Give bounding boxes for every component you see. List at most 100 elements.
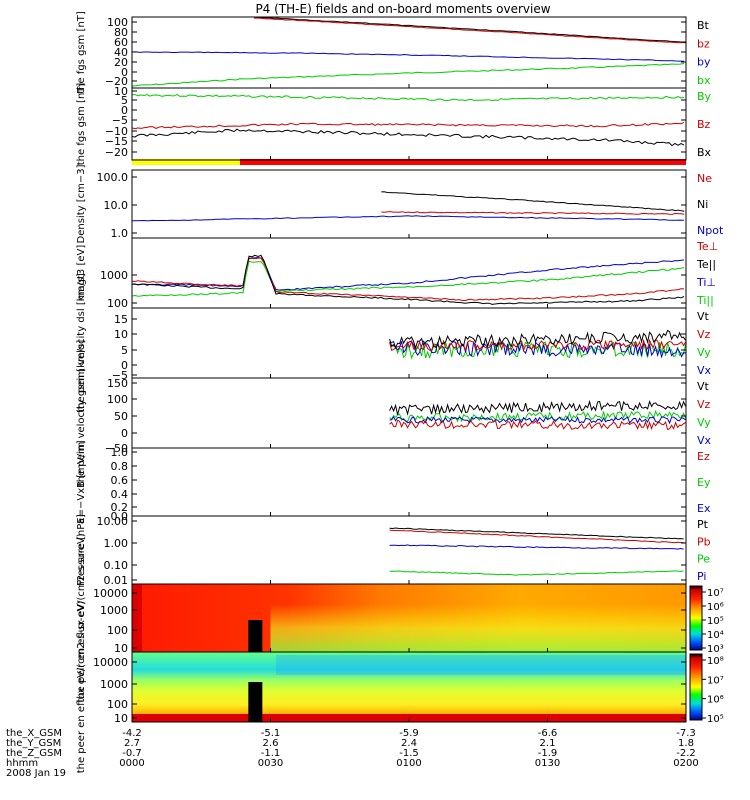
y-tick-label: 0.01 (104, 574, 129, 587)
trace-by (131, 51, 685, 62)
y-tick-label: −15 (105, 135, 128, 148)
y-tick-label: 5 (121, 344, 128, 357)
y-tick-label: 0 (121, 66, 128, 79)
spectrogram-ion-low-energy (270, 604, 686, 652)
legend-entry: Vx (697, 434, 712, 447)
color-bar-label: 10⁸ (707, 656, 724, 667)
x-annotation-value: -6.6 (538, 728, 558, 739)
y-tick-label: 0 (121, 104, 128, 117)
y-tick-label: 1000 (100, 269, 128, 282)
legend-entry: Ti⊥ (696, 276, 716, 289)
x-annotation-value: -2.2 (676, 748, 696, 759)
legend-entry: Te⊥ (696, 240, 718, 253)
x-annotation-value: 0000 (119, 758, 144, 769)
trace-Npot (132, 215, 685, 222)
legend-entry: Bt (697, 19, 710, 32)
legend-entry: bx (697, 74, 711, 87)
legend-entry: Vy (697, 416, 711, 429)
trace-Ti-perp (131, 256, 685, 291)
y-tick-label: 1000 (100, 678, 128, 691)
color-bar-label: 10⁶ (707, 695, 724, 706)
y-tick-label: 100 (107, 698, 128, 711)
y-tick-label: 10 (114, 328, 128, 341)
y-axis-title: the fgs gsm [nT] (76, 83, 87, 166)
y-tick-label: 5 (121, 94, 128, 107)
y-tick-label: 0.10 (104, 559, 129, 572)
panel-2-content (131, 93, 685, 147)
y-axis-title: the peim velocity dsl [km/s] (76, 273, 87, 413)
y-tick-label: −50 (105, 442, 128, 455)
panel-frame (131, 169, 687, 239)
panel-1-content (131, 16, 686, 87)
legend-entry: Ne (697, 172, 712, 185)
legend-entry: Pe (697, 553, 710, 566)
y-tick-label: −10 (105, 125, 128, 138)
panel-3: 100.0 10.0 1.0 Density [cm−3] Ne Ni Npot (76, 164, 724, 243)
color-bar-label: 10⁶ (707, 602, 724, 613)
trace-Ni (381, 191, 685, 212)
x-annotation-label: the_X_GSM (6, 728, 62, 739)
data-gap (248, 682, 263, 722)
trace-By (131, 93, 685, 102)
panel-8: 10.00 1.00 0.10 0.01 Pressure [nPa] Pt Pb Pe Pi (76, 514, 711, 587)
color-bar-label: 10⁷ (707, 588, 724, 599)
y-tick-label: 1.00 (104, 537, 129, 550)
trace-Vz (389, 419, 686, 431)
legend-entry: Ni (697, 198, 708, 211)
trace-bz (253, 17, 686, 44)
y-tick-label: 40 (114, 46, 128, 59)
trace-Ti-par (131, 260, 685, 297)
x-annotation-value: 0200 (673, 758, 698, 769)
legend-entry: Vy (697, 346, 711, 359)
x-annotation-value: -5.1 (261, 728, 281, 739)
panel-8-content (389, 527, 684, 576)
x-annotation-value: 2.6 (263, 738, 279, 749)
y-axis-title: the fgs gsm [nT] (76, 11, 87, 94)
x-annotation-value: -1.5 (399, 748, 419, 759)
y-axis-title: magt3 [eV] (76, 245, 87, 302)
y-tick-label: 1.0 (111, 227, 129, 240)
legend-entry: Ti|| (696, 294, 714, 307)
y-tick-label: 0.2 (111, 501, 129, 514)
x-annotation-value: -4.2 (122, 728, 142, 739)
y-tick-label: 15 (114, 313, 128, 326)
y-tick-label: 50 (114, 410, 128, 423)
trace-Bt (253, 16, 686, 43)
legend-entry: Vz (697, 398, 711, 411)
legend-entry: By (697, 90, 712, 103)
spectrogram-ion-start-band (132, 584, 142, 652)
y-axis-title: E=−VxB [mV/m] (76, 440, 87, 523)
spectrogram-electron-high-band (276, 655, 686, 675)
legend-entry: Vt (697, 380, 710, 393)
trace-Pi (389, 544, 684, 550)
legend-entry: Bz (697, 118, 711, 131)
y-axis-title: the peer en eflux eV/(cm2-s-sr-eV) (76, 601, 87, 774)
plot-title: P4 (TH-E) fields and on-board moments ov… (255, 2, 550, 16)
x-annotation-label: the_Y_GSM (6, 738, 61, 749)
trace-Pb (389, 529, 684, 544)
y-tick-label: 10 (114, 642, 128, 655)
trace-Te-par (131, 254, 685, 305)
trace-Bx (131, 128, 685, 147)
trace-Vt (389, 329, 687, 350)
y-tick-label: 1000 (100, 604, 128, 617)
y-tick-label: 10 (114, 712, 128, 725)
y-tick-label: −5 (112, 369, 128, 382)
y-axis-title: Density [cm−3] (76, 164, 87, 243)
trace-Vx (389, 416, 686, 425)
y-tick-label: 0.8 (111, 460, 129, 473)
x-annotation-value: 2.7 (124, 738, 140, 749)
panel-6-content (389, 399, 687, 431)
x-annotation-value: -5.9 (399, 728, 419, 739)
y-tick-label: 60 (114, 36, 128, 49)
legend-entry: Vt (697, 310, 710, 323)
y-tick-label: 20 (114, 56, 128, 69)
x-annotation-label: the_Z_GSM (6, 748, 62, 759)
flag-bar-yellow (132, 159, 240, 165)
spectrogram-electron (132, 652, 686, 722)
legend-entry: Ex (697, 502, 711, 515)
legend-entry: by (697, 56, 711, 69)
x-axis-annotation: the_X_GSM -4.2 -5.1 -5.9 -6.6 -7.3 the_Y_GSM 2.… (6, 728, 699, 779)
